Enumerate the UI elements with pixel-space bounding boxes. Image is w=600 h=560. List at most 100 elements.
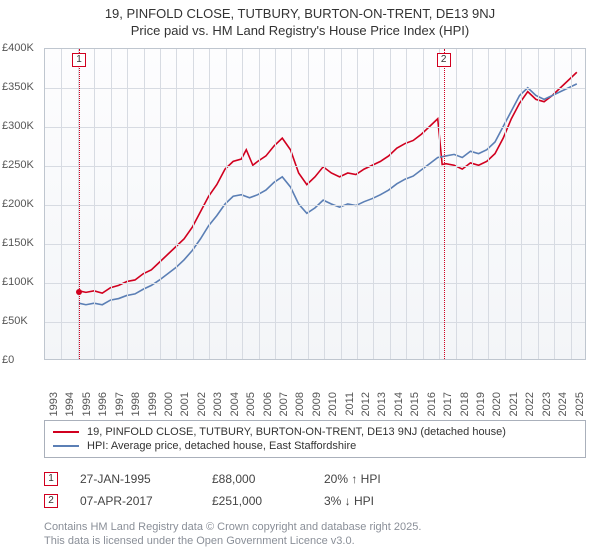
sale-marker-box: 1: [72, 53, 86, 67]
below-chart: 19, PINFOLD CLOSE, TUTBURY, BURTON-ON-TR…: [0, 416, 600, 549]
gridline-v: [390, 49, 391, 359]
x-axis-label: 2007: [278, 392, 290, 416]
gridline-v: [176, 49, 177, 359]
footer-note: Contains HM Land Registry data © Crown c…: [44, 520, 586, 549]
x-axis-label: 1995: [81, 392, 93, 416]
sale-pct-vs-hpi: 3% ↓ HPI: [324, 494, 434, 508]
x-axis-label: 1997: [114, 392, 126, 416]
gridline-v: [127, 49, 128, 359]
x-axis-label: 2024: [557, 392, 569, 416]
x-axis-label: 1999: [147, 392, 159, 416]
y-axis-label: £50K: [2, 315, 28, 327]
x-axis-label: 2022: [524, 392, 536, 416]
title-line-1: 19, PINFOLD CLOSE, TUTBURY, BURTON-ON-TR…: [0, 6, 600, 21]
x-axis-label: 2011: [344, 392, 356, 416]
gridline-v: [259, 49, 260, 359]
y-axis-label: £200K: [2, 198, 34, 210]
sale-row-marker: 1: [44, 472, 58, 486]
gridline-v: [505, 49, 506, 359]
x-axis-label: 2003: [212, 392, 224, 416]
chart-title-block: 19, PINFOLD CLOSE, TUTBURY, BURTON-ON-TR…: [0, 0, 600, 40]
y-axis-label: £250K: [2, 159, 34, 171]
gridline-v: [341, 49, 342, 359]
x-axis-label: 1998: [130, 392, 142, 416]
x-axis-label: 1994: [64, 392, 76, 416]
legend-swatch: [53, 445, 79, 447]
sale-marker-box: 2: [437, 53, 451, 67]
sale-date: 27-JAN-1995: [80, 472, 190, 486]
x-axis-label: 2025: [574, 392, 586, 416]
x-axis-label: 2001: [179, 392, 191, 416]
x-axis-label: 2009: [311, 392, 323, 416]
x-axis-label: 2015: [409, 392, 421, 416]
gridline-v: [209, 49, 210, 359]
sale-marker-line: [79, 49, 80, 359]
x-axis-label: 1993: [48, 392, 60, 416]
footer-line-1: Contains HM Land Registry data © Crown c…: [44, 520, 586, 534]
x-axis-label: 2014: [393, 392, 405, 416]
x-axis-label: 2010: [327, 392, 339, 416]
x-axis-label: 2002: [196, 392, 208, 416]
y-axis-label: £0: [2, 354, 14, 366]
legend-label: 19, PINFOLD CLOSE, TUTBURY, BURTON-ON-TR…: [87, 426, 506, 438]
sale-price: £251,000: [212, 494, 302, 508]
x-axis-label: 2008: [294, 392, 306, 416]
gridline-v: [324, 49, 325, 359]
sales-table: 1 27-JAN-1995 £88,000 20% ↑ HPI 2 07-APR-2017…: [44, 468, 586, 512]
gridline-v: [226, 49, 227, 359]
gridline-v: [291, 49, 292, 359]
gridline-v: [94, 49, 95, 359]
x-axis-label: 2020: [491, 392, 503, 416]
gridline-v: [488, 49, 489, 359]
x-axis-label: 2004: [229, 392, 241, 416]
x-axis-label: 2019: [475, 392, 487, 416]
sale-pct-vs-hpi: 20% ↑ HPI: [324, 472, 434, 486]
footer-line-2: This data is licensed under the Open Gov…: [44, 534, 586, 548]
gridline-v: [193, 49, 194, 359]
gridline-v: [456, 49, 457, 359]
gridline-v: [144, 49, 145, 359]
legend-label: HPI: Average price, detached house, East…: [87, 440, 356, 452]
legend-box: 19, PINFOLD CLOSE, TUTBURY, BURTON-ON-TR…: [44, 420, 586, 458]
x-axis-label: 2005: [245, 392, 257, 416]
gridline-v: [521, 49, 522, 359]
x-axis-label: 2016: [426, 392, 438, 416]
gridline-v: [61, 49, 62, 359]
sale-date: 07-APR-2017: [80, 494, 190, 508]
gridline-v: [423, 49, 424, 359]
series-price_paid: [79, 72, 577, 293]
x-axis-label: 2023: [541, 392, 553, 416]
gridline-v: [275, 49, 276, 359]
gridline-v: [554, 49, 555, 359]
legend-row: 19, PINFOLD CLOSE, TUTBURY, BURTON-ON-TR…: [53, 425, 577, 439]
x-axis-label: 1996: [97, 392, 109, 416]
sale-row: 2 07-APR-2017 £251,000 3% ↓ HPI: [44, 490, 586, 512]
sale-row-marker: 2: [44, 494, 58, 508]
gridline-v: [111, 49, 112, 359]
gridline-v: [472, 49, 473, 359]
gridline-v: [439, 49, 440, 359]
y-axis-label: £150K: [2, 237, 34, 249]
y-axis-label: £400K: [2, 42, 34, 54]
plot-area: 12: [44, 48, 586, 360]
legend-row: HPI: Average price, detached house, East…: [53, 439, 577, 453]
gridline-v: [571, 49, 572, 359]
x-axis-label: 2012: [360, 392, 372, 416]
gridline-v: [538, 49, 539, 359]
gridline-v: [357, 49, 358, 359]
x-axis-label: 2006: [262, 392, 274, 416]
gridline-v: [373, 49, 374, 359]
gridline-v: [406, 49, 407, 359]
y-axis-label: £300K: [2, 120, 34, 132]
gridline-v: [160, 49, 161, 359]
chart-area: 12 £0£50K£100K£150K£200K£250K£300K£350K£…: [0, 40, 600, 416]
sale-marker-line: [444, 49, 445, 359]
sale-price: £88,000: [212, 472, 302, 486]
series-hpi: [79, 84, 577, 305]
x-axis-label: 2013: [376, 392, 388, 416]
x-axis-label: 2017: [442, 392, 454, 416]
gridline-v: [242, 49, 243, 359]
gridline-v: [308, 49, 309, 359]
x-axis-label: 2021: [508, 392, 520, 416]
x-axis-label: 2018: [459, 392, 471, 416]
